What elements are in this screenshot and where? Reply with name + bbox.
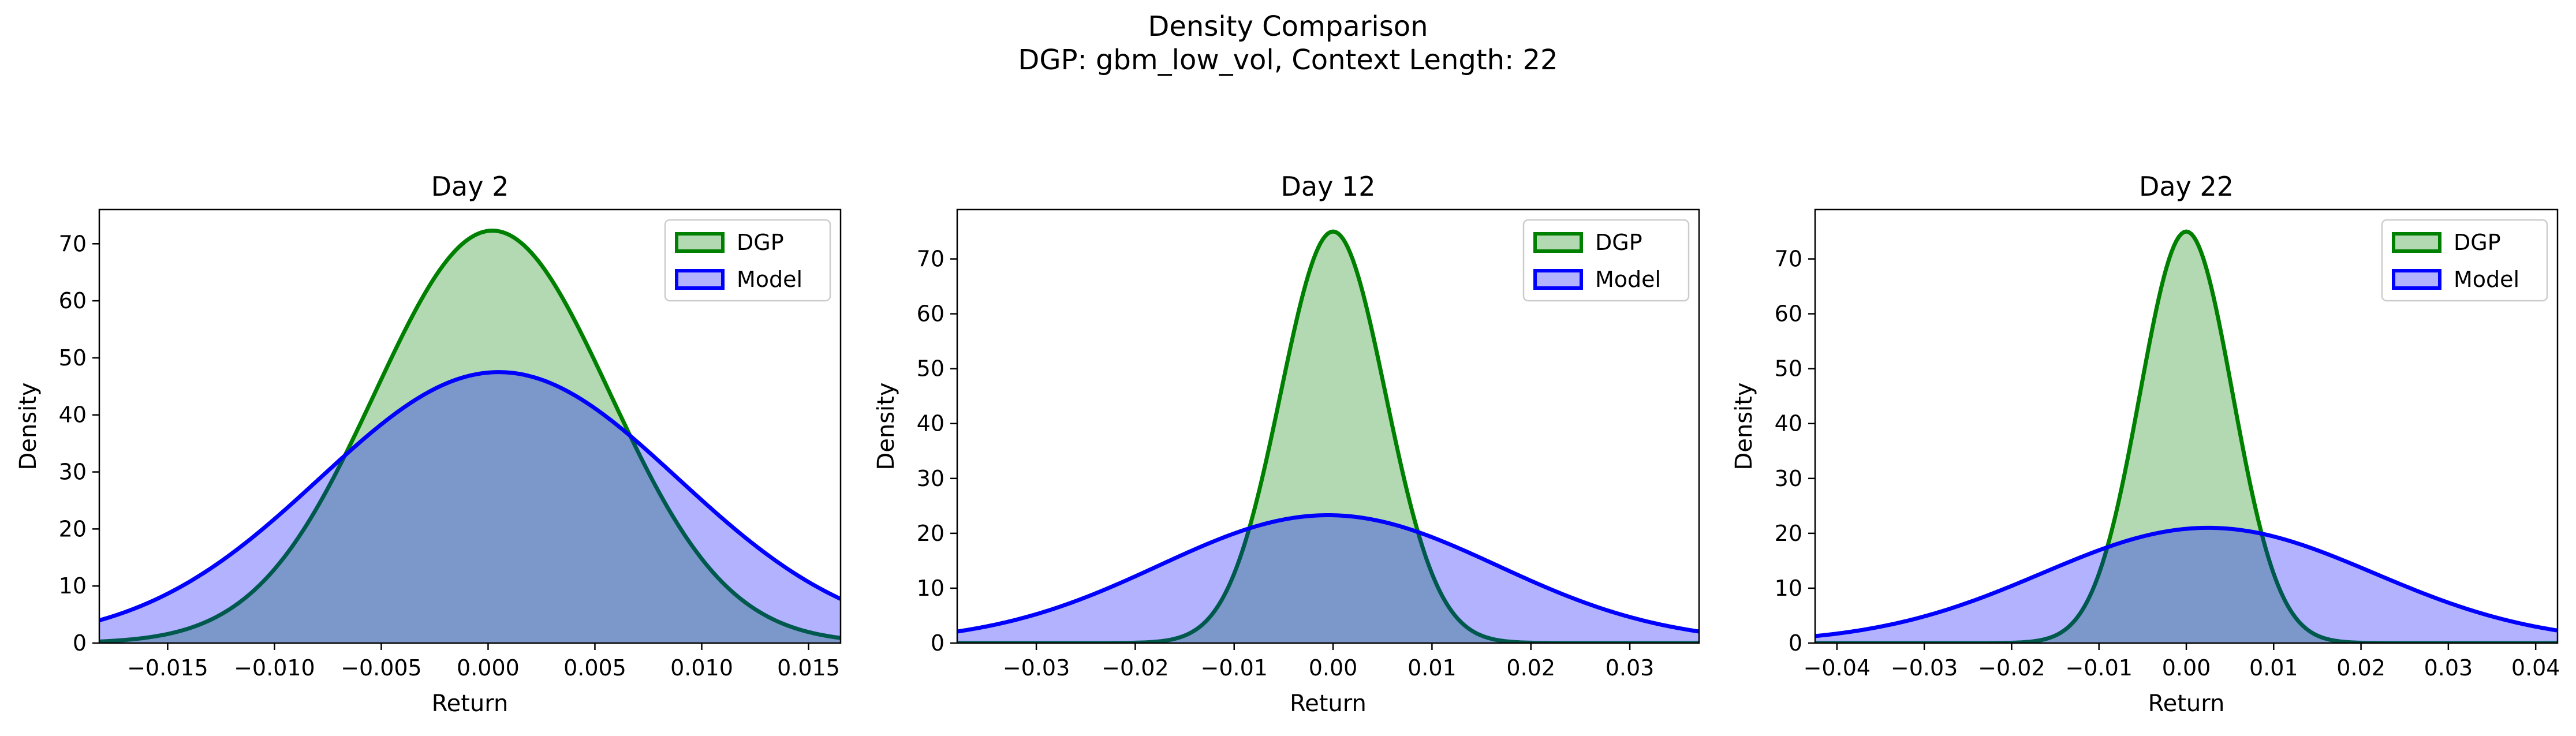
y-tick-label: 70	[59, 231, 87, 256]
legend-swatch-model	[2392, 269, 2441, 290]
legend-swatch-dgp	[2392, 232, 2441, 253]
y-tick-label: 60	[59, 288, 87, 313]
y-tick-label: 70	[917, 246, 944, 272]
x-tick-label: 0.03	[1606, 655, 1655, 681]
legend-swatch-dgp	[1533, 232, 1583, 253]
x-tick-label: −0.015	[127, 655, 208, 681]
legend: DGP Model	[2381, 219, 2548, 302]
axes-frame	[956, 208, 1700, 644]
y-tick-label: 40	[917, 411, 944, 436]
legend-box	[2381, 219, 2548, 302]
series-area-model	[957, 515, 1699, 643]
series-area-model	[99, 372, 841, 643]
panel-day-1: −0.015 −0.010 −0.005 0.000 0.005 0.010 0.015 0 1…	[15, 171, 842, 717]
panel-title: Day 22	[2139, 171, 2234, 202]
legend-swatch-model	[1533, 269, 1583, 290]
legend-box	[664, 219, 831, 302]
y-axis-label: Density	[15, 382, 42, 470]
legend-label-model: Model	[2454, 267, 2519, 292]
panel-title: Day 2	[431, 171, 509, 202]
x-axis-label: Return	[432, 690, 509, 717]
legend-box	[1522, 219, 1690, 302]
x-tick-label: 0.04	[2511, 655, 2560, 681]
panel-title: Day 12	[1281, 171, 1376, 202]
y-tick-label: 20	[1775, 521, 1802, 546]
x-tick-label: −0.03	[1003, 655, 1070, 681]
legend-label-model: Model	[737, 267, 802, 292]
y-tick-label: 30	[59, 459, 87, 485]
x-tick-label: −0.005	[341, 655, 422, 681]
x-tick-label: 0.010	[670, 655, 733, 681]
series-area-dgp	[957, 231, 1699, 643]
y-tick-label: 0	[73, 630, 87, 656]
x-tick-label: 0.02	[2336, 655, 2385, 681]
legend-label-dgp: DGP	[2454, 230, 2501, 255]
legend-swatch-model	[675, 269, 725, 290]
panel-day-2: −0.03 −0.02 −0.01 0.00 0.01 0.02 0.03 0 10 20 30 40…	[873, 171, 1700, 717]
x-tick-label: −0.01	[2065, 655, 2132, 681]
y-tick-label: 30	[917, 466, 944, 491]
y-tick-label: 50	[917, 356, 944, 382]
y-tick-label: 10	[59, 573, 87, 599]
x-tick-label: 0.02	[1506, 655, 1555, 681]
x-tick-label: 0.00	[1309, 655, 1358, 681]
x-tick-label: −0.04	[1804, 655, 1871, 681]
series-line-model	[99, 370, 841, 622]
series-line-model	[957, 513, 1699, 634]
x-tick-label: −0.010	[234, 655, 315, 681]
y-tick-label: 20	[59, 516, 87, 541]
y-tick-label: 30	[1775, 466, 1802, 491]
y-tick-label: 10	[1775, 576, 1802, 601]
series-layer	[99, 229, 841, 643]
panel-day-3: −0.04 −0.03 −0.02 −0.01 0.00 0.01 0.02 0.03 0.04…	[1731, 171, 2560, 717]
y-tick-label: 60	[1775, 301, 1802, 327]
x-tick-label: 0.01	[1408, 655, 1457, 681]
y-tick-label: 50	[59, 345, 87, 371]
y-tick-label: 0	[931, 630, 944, 656]
x-tick-label: −0.02	[1102, 655, 1168, 681]
series-area-dgp	[1815, 231, 2558, 643]
x-tick-label: −0.01	[1201, 655, 1268, 681]
x-tick-label: −0.02	[1978, 655, 2045, 681]
x-tick-label: 0.01	[2249, 655, 2298, 681]
figure-subtitle: DGP: gbm_low_vol, Context Length: 22	[1018, 44, 1558, 76]
axes-frame	[98, 208, 842, 644]
y-tick-label: 20	[917, 521, 944, 546]
x-tick-label: 0.000	[457, 655, 520, 681]
x-tick-label: 0.03	[2424, 655, 2473, 681]
x-tick-label: 0.005	[563, 655, 626, 681]
y-tick-label: 70	[1775, 246, 1802, 272]
series-line-dgp	[99, 229, 841, 643]
legend: DGP Model	[1522, 219, 1690, 302]
x-tick-label: 0.00	[2162, 655, 2211, 681]
legend: DGP Model	[664, 219, 831, 302]
legend-label-dgp: DGP	[1595, 230, 1642, 255]
legend-swatch-dgp	[675, 232, 725, 253]
chart-panels: −0.015 −0.010 −0.005 0.000 0.005 0.010 0.01501…	[15, 171, 2560, 717]
y-tick-label: 50	[1775, 356, 1802, 382]
legend-label-dgp: DGP	[737, 230, 784, 255]
y-tick-label: 60	[917, 301, 944, 327]
figure-title: Density Comparison	[1148, 10, 1428, 43]
y-tick-label: 10	[917, 576, 944, 601]
series-line-dgp	[1815, 229, 2558, 643]
x-axis-label: Return	[1290, 690, 1367, 717]
series-area-dgp	[99, 230, 841, 643]
y-tick-label: 40	[59, 402, 87, 428]
x-axis-label: Return	[2148, 690, 2225, 717]
y-axis-label: Density	[873, 382, 899, 470]
y-tick-label: 40	[1775, 411, 1802, 436]
series-area-model	[1815, 528, 2558, 643]
x-tick-label: 0.015	[777, 655, 840, 681]
y-tick-label: 0	[1789, 630, 1802, 656]
legend-label-model: Model	[1595, 267, 1661, 292]
series-line-model	[1815, 525, 2558, 638]
y-axis-label: Density	[1731, 382, 1757, 470]
x-tick-label: −0.03	[1891, 655, 1958, 681]
series-layer	[1815, 229, 2558, 643]
